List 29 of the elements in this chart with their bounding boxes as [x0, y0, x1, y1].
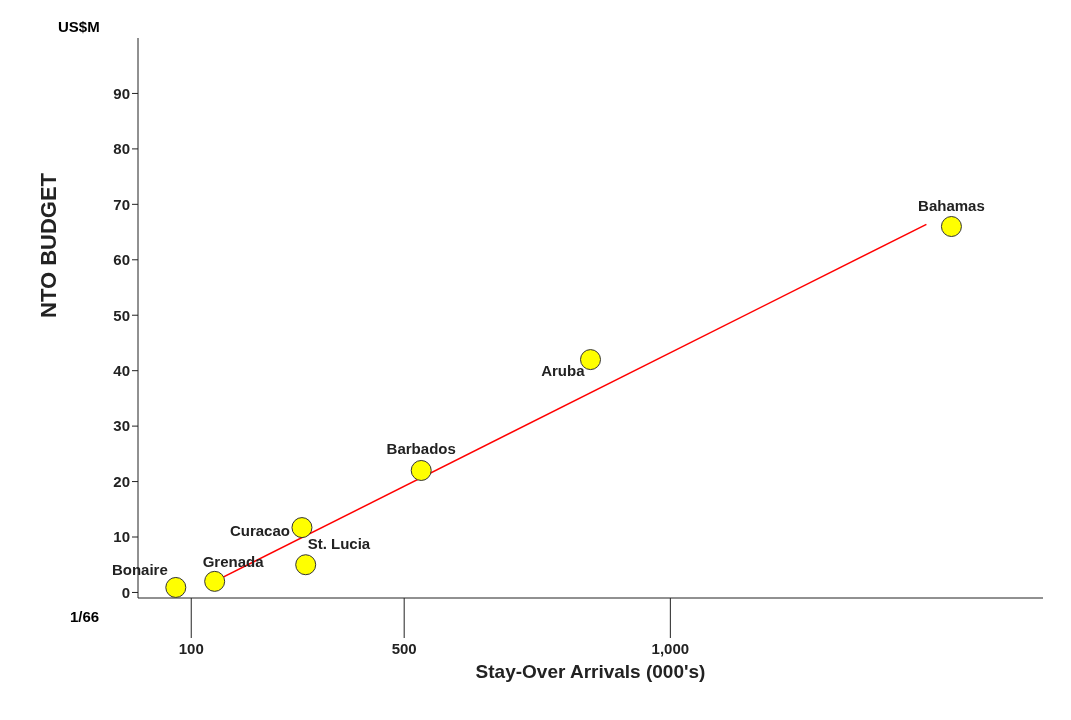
point: [165, 576, 187, 598]
annotation: Bonaire: [111, 561, 168, 579]
y-tick-label: 50: [113, 306, 130, 324]
point: [295, 554, 317, 576]
y-tick-label: 10: [113, 528, 130, 546]
y-tick-label: 0: [121, 583, 130, 601]
annotation: Bahamas: [918, 196, 985, 214]
y-tick-label: 60: [113, 251, 130, 269]
text: US$M: [58, 18, 100, 35]
y-tick-label: 30: [113, 417, 130, 435]
x-tick-label: 100: [178, 640, 204, 657]
y-tick-label: 90: [113, 84, 130, 102]
y-tick-label: 80: [113, 140, 130, 158]
annotation: Curacao: [229, 521, 290, 539]
x-tick-label: 500: [391, 640, 417, 657]
y-tick-label: 40: [113, 362, 130, 379]
x-axis-title: Stay-Over Arrivals (000's): [475, 661, 706, 682]
annotation: Aruba: [541, 361, 586, 379]
y-tick-label: 20: [113, 472, 130, 490]
x-tick-label: 1,000: [651, 640, 690, 657]
annotation: Barbados: [386, 440, 456, 458]
annotation: St. Lucia: [307, 534, 371, 552]
text: 1/66: [70, 608, 100, 625]
point: [940, 216, 962, 238]
point: [410, 459, 432, 481]
y-tick-label: 70: [113, 195, 130, 213]
point: [291, 517, 313, 539]
y-axis-title: NTO BUDGET: [35, 172, 61, 318]
point: [204, 570, 226, 592]
